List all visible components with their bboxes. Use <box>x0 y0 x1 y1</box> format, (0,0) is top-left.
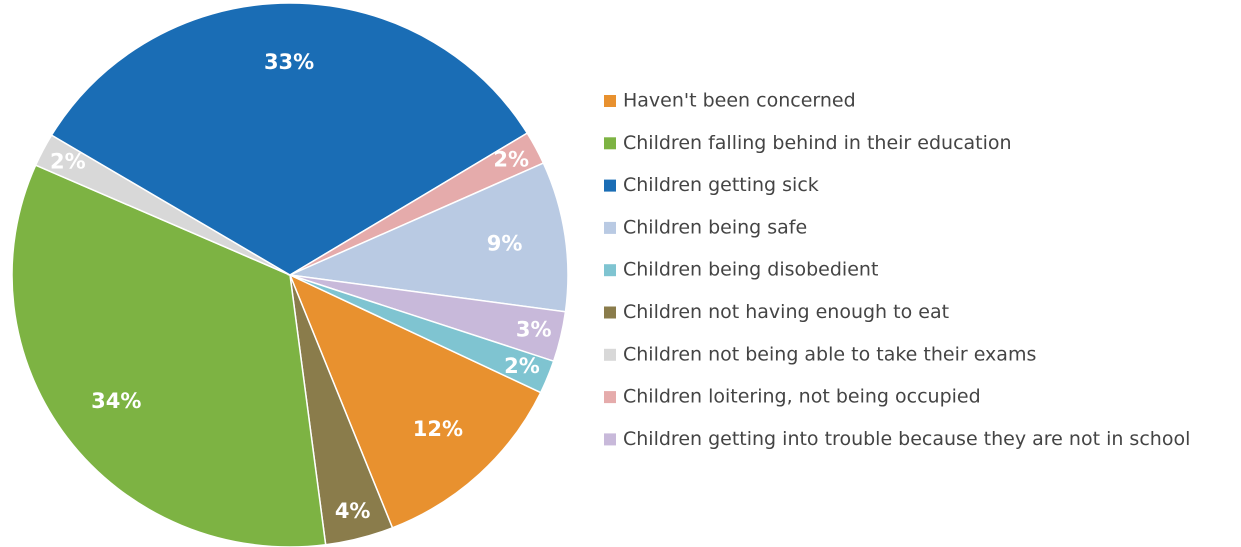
pie-slice <box>50 2 529 276</box>
legend-label: Haven't been concerned <box>623 90 856 112</box>
legend-label: Children falling behind in their educati… <box>623 132 1012 154</box>
data-label: 33% <box>264 50 314 74</box>
legend-swatch <box>604 221 616 234</box>
legend-label: Children getting into trouble because th… <box>623 428 1190 450</box>
data-label: 12% <box>413 417 463 441</box>
data-label: 3% <box>516 318 552 342</box>
legend-label: Children being safe <box>623 216 807 238</box>
legend-swatch <box>604 95 616 107</box>
legend-swatch <box>604 179 616 192</box>
legend-label: Children getting sick <box>623 174 819 196</box>
pie-slice <box>288 273 542 529</box>
data-label: 34% <box>91 389 141 413</box>
data-label: 9% <box>487 232 523 256</box>
legend-swatch <box>604 306 616 319</box>
legend-swatch <box>604 264 616 277</box>
legend-label: Children being disobedient <box>623 259 878 281</box>
data-label: 2% <box>493 148 529 172</box>
legend-label: Children not having enough to eat <box>623 301 949 323</box>
data-label: 2% <box>504 354 540 378</box>
legend-swatch <box>604 137 616 150</box>
pie-slice <box>289 274 555 394</box>
legend-swatch <box>604 348 616 361</box>
legend-label: Children not being able to take their ex… <box>623 343 1036 365</box>
pie-slice <box>287 162 569 313</box>
pie-slice <box>11 164 327 547</box>
legend-swatch <box>604 433 616 446</box>
legend-swatch <box>604 391 616 404</box>
legend-label: Children loitering, not being occupied <box>623 386 981 408</box>
data-label: 2% <box>50 149 86 173</box>
data-label: 4% <box>335 499 371 523</box>
